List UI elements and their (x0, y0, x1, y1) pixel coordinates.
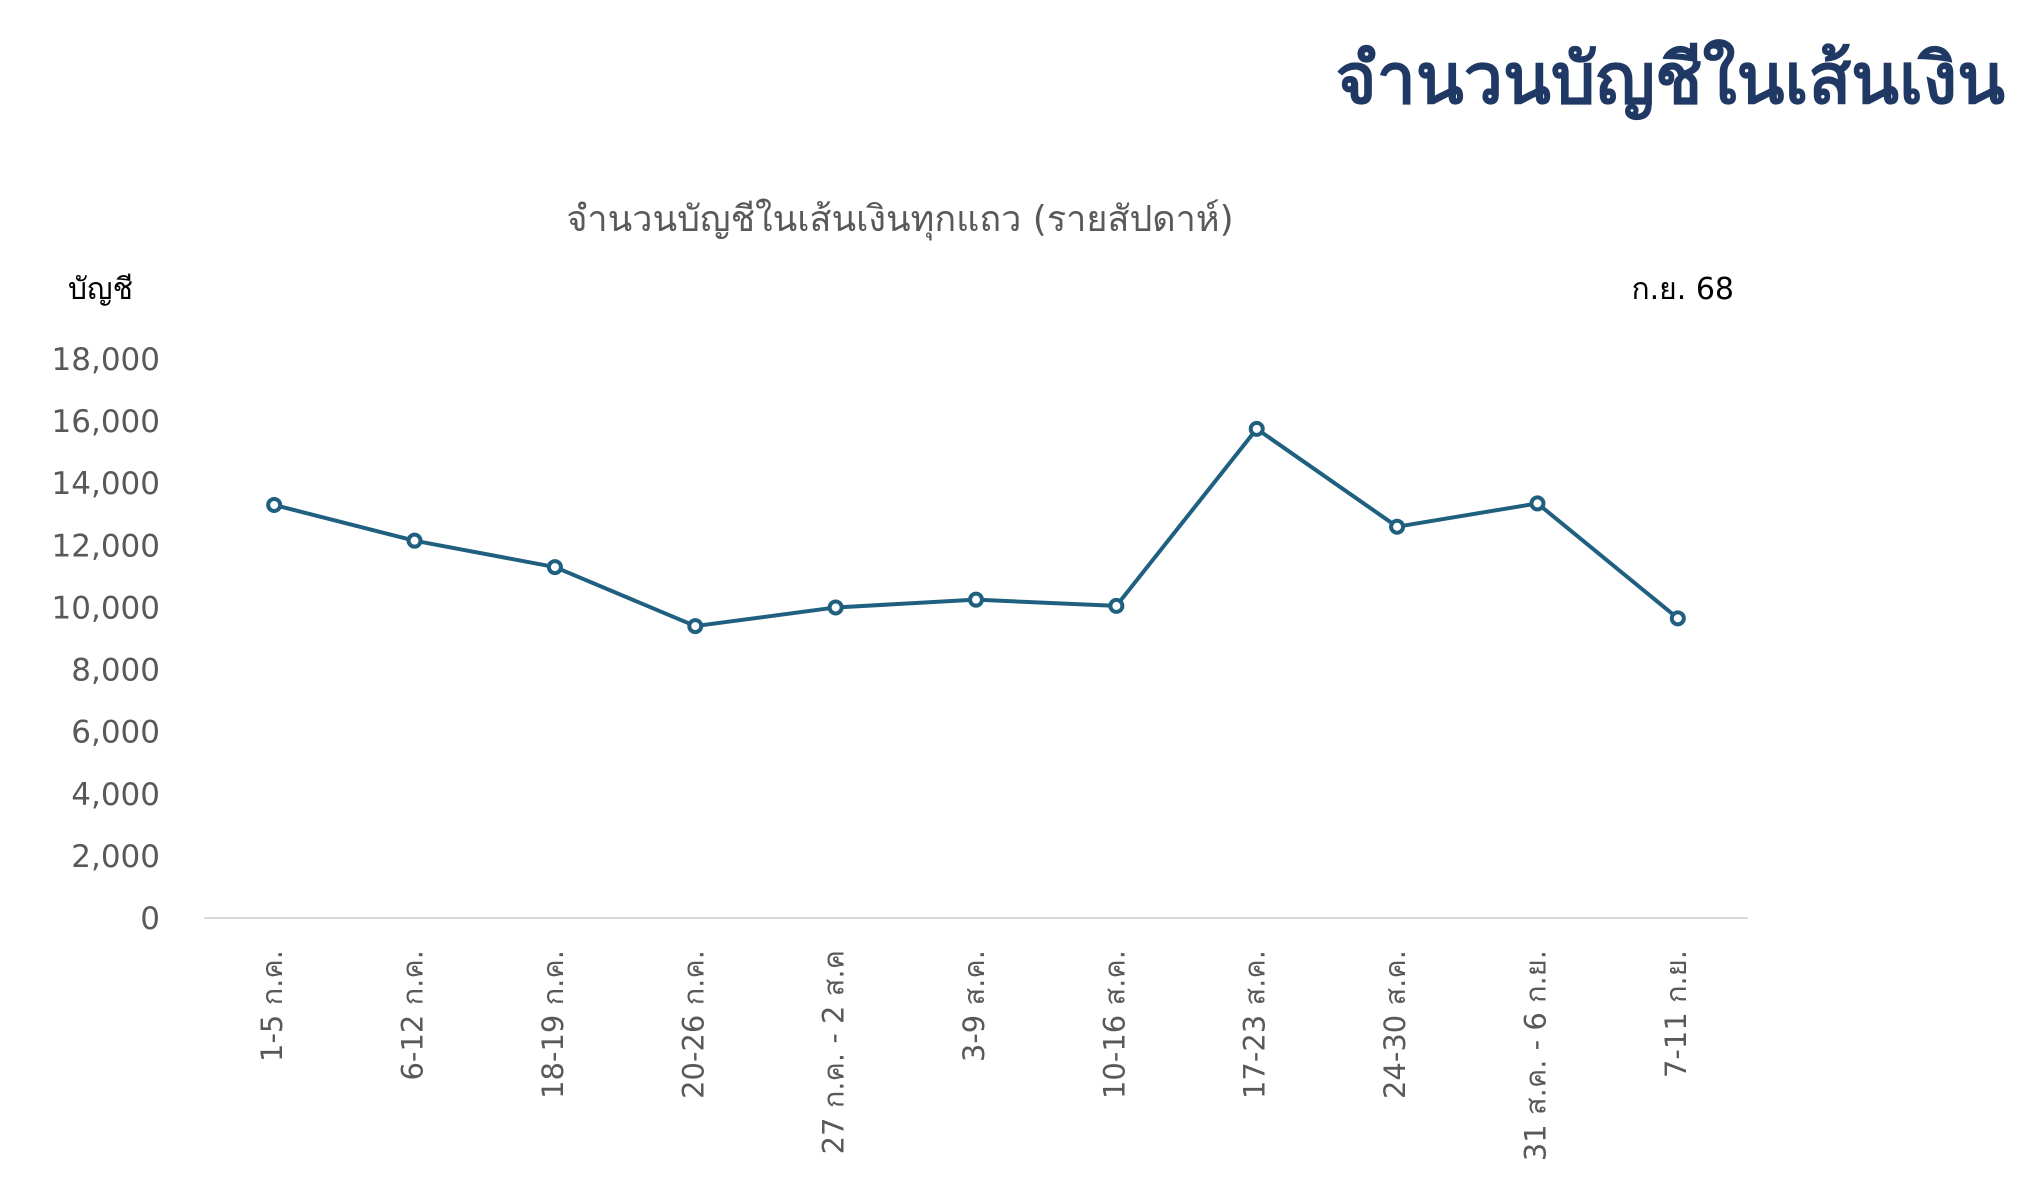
y-axis-ticks: 0 2,000 4,000 6,000 8,000 10,000 12,000 14,000 1… (52, 342, 160, 937)
x-tick-label: 6-12 ก.ค. (396, 950, 430, 1080)
x-tick-label: 31 ส.ค. - 6 ก.ย. (1518, 950, 1552, 1161)
x-tick-label: 20-26 ก.ค. (676, 950, 710, 1099)
y-tick-label: 2,000 (71, 839, 160, 875)
x-axis-ticks: 1-5 ก.ค. 6-12 ก.ค. 18-19 ก.ค. 20-26 ก.ค. 27 … (255, 950, 1693, 1161)
x-tick-label: 17-23 ส.ค. (1238, 950, 1272, 1099)
data-point (968, 591, 984, 608)
y-tick-label: 6,000 (71, 715, 160, 751)
y-tick-label: 10,000 (52, 590, 160, 626)
chart-title: จำนวนบัญชีในเส้นเงินทุกแถว (รายสัปดาห์) (566, 199, 1234, 240)
x-tick-label: 7-11 ก.ย. (1659, 950, 1693, 1078)
data-point (546, 559, 563, 576)
page-title: จำนวนบัญชีในเส้นเงิน (1335, 38, 2005, 120)
x-tick-label: 24-30 ส.ค. (1378, 950, 1412, 1099)
data-point (687, 618, 704, 635)
data-point (1248, 420, 1265, 437)
data-point (266, 496, 283, 513)
y-tick-label: 14,000 (52, 466, 160, 502)
data-point (827, 599, 844, 616)
x-tick-label: 10-16 ส.ค. (1097, 950, 1131, 1099)
data-point (1529, 495, 1546, 512)
x-tick-label: 18-19 ก.ค. (536, 950, 570, 1099)
y-tick-label: 16,000 (52, 404, 160, 440)
y-tick-label: 12,000 (52, 528, 160, 564)
data-point (406, 532, 423, 549)
y-tick-label: 4,000 (71, 777, 160, 813)
period-label: ก.ย. 68 (1631, 272, 1734, 307)
data-point (1108, 597, 1125, 614)
x-tick-label: 1-5 ก.ค. (255, 950, 289, 1062)
y-axis-label: บัญชี (68, 272, 133, 307)
series-layer (266, 420, 1686, 635)
y-tick-label: 0 (140, 901, 160, 937)
x-tick-label: 3-9 ส.ค. (957, 950, 991, 1062)
y-tick-label: 18,000 (52, 342, 160, 378)
data-point (1669, 610, 1686, 627)
y-tick-label: 8,000 (71, 653, 160, 689)
data-point (1389, 518, 1406, 535)
x-tick-label: 27 ก.ค. - 2 ส.ค (817, 950, 851, 1154)
